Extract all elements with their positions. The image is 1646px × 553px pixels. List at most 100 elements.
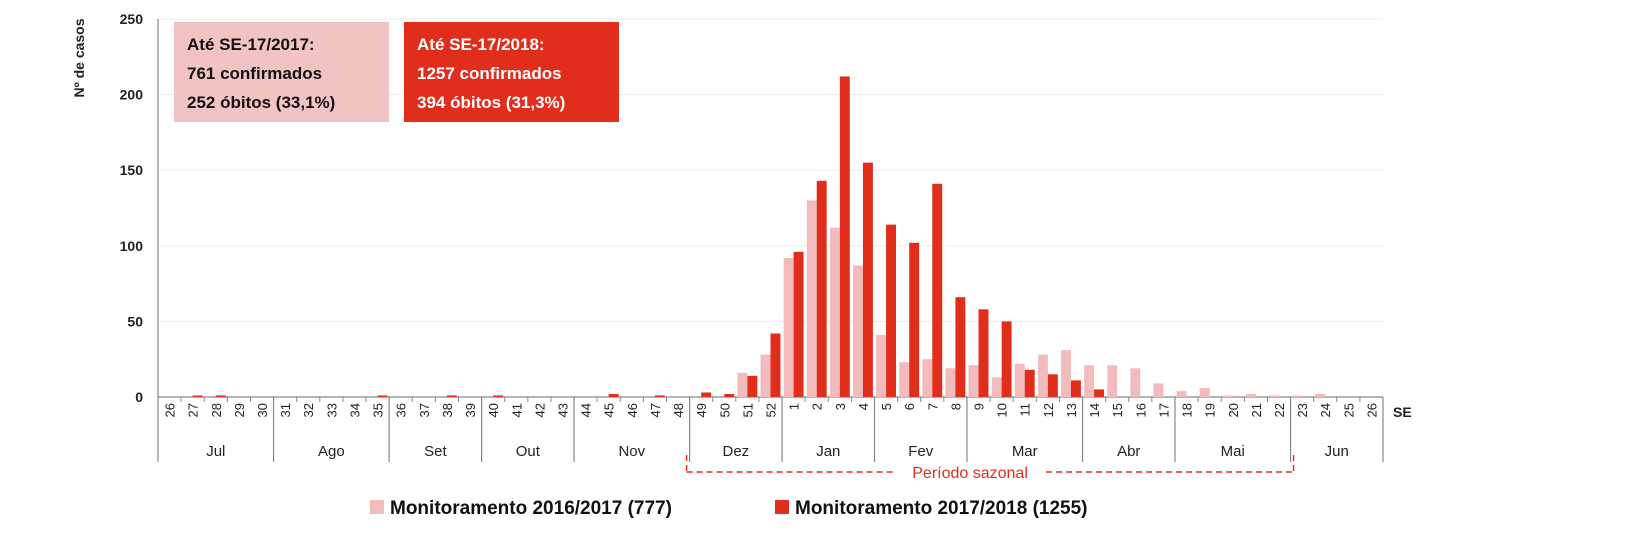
bar-2017-2018-40 (1094, 389, 1105, 397)
bar-2016-2017-48 (1269, 395, 1279, 397)
annotation-text-box2018-1: 1257 confirmados (417, 64, 562, 83)
bar-2017-2018-14 (493, 395, 504, 397)
x-tick-label-52: 26 (1364, 403, 1379, 417)
bar-2017-2018-32 (909, 242, 920, 397)
x-tick-label-34: 8 (948, 403, 963, 410)
month-label-Nov: Nov (618, 443, 645, 460)
bar-2016-2017-41 (1107, 365, 1118, 397)
x-tick-label-47: 21 (1249, 403, 1264, 417)
bar-2017-2018-23 (701, 392, 712, 397)
bar-2017-2018-26 (770, 333, 781, 397)
x-tick-label-27: 1 (787, 403, 802, 410)
x-tick-label-40: 14 (1087, 403, 1102, 417)
annotation-text-box2017-1: 761 confirmados (187, 64, 322, 83)
y-tick-label-200: 200 (120, 87, 144, 103)
bar-2016-2017-50 (1315, 393, 1326, 397)
month-label-Abr: Abr (1117, 443, 1140, 460)
x-tick-label-44: 18 (1180, 403, 1195, 417)
month-label-Jun: Jun (1325, 443, 1349, 460)
bar-2017-2018-12 (446, 395, 457, 397)
y-tick-label-150: 150 (120, 162, 144, 178)
month-label-Jul: Jul (206, 443, 225, 460)
bar-2016-2017-46 (1222, 395, 1233, 397)
bar-2016-2017-45 (1199, 387, 1210, 397)
x-tick-label-10: 36 (394, 403, 409, 417)
x-tick-label-23: 49 (694, 403, 709, 417)
x-tick-label-33: 7 (925, 403, 940, 410)
bar-2017-2018-21 (654, 395, 665, 397)
bar-2016-2017-31 (876, 335, 887, 397)
bar-2016-2017-29 (829, 227, 840, 397)
bar-2016-2017-43 (1153, 383, 1164, 397)
x-tick-label-20: 46 (625, 403, 640, 417)
bar-2017-2018-34 (955, 297, 966, 397)
legend-swatch-0 (370, 500, 384, 514)
month-label-Jan: Jan (816, 443, 840, 460)
bar-2016-2017-36 (991, 377, 1002, 397)
x-tick-label-25: 51 (740, 403, 755, 417)
month-label-Mai: Mai (1221, 443, 1245, 460)
x-tick-label-37: 11 (1018, 403, 1033, 417)
x-tick-label-26: 52 (764, 403, 779, 417)
x-tick-label-46: 20 (1226, 403, 1241, 417)
x-tick-label-29: 3 (833, 403, 848, 410)
y-axis-label: Nº de casos (71, 18, 87, 97)
x-tick-label-41: 15 (1110, 403, 1125, 417)
x-tick-label-49: 23 (1295, 403, 1310, 417)
y-tick-label-0: 0 (135, 389, 143, 405)
x-tick-label-50: 24 (1318, 403, 1333, 417)
bar-2016-2017-39 (1061, 350, 1071, 397)
seasonal-period-label: Período sazonal (912, 465, 1028, 482)
bar-2017-2018-1 (192, 395, 203, 397)
annotation-box-box2018 (404, 22, 619, 122)
x-tick-label-6: 32 (301, 403, 316, 417)
bar-2016-2017-30 (853, 265, 863, 397)
bar-2017-2018-38 (1047, 374, 1058, 397)
x-tick-label-0: 26 (163, 403, 178, 417)
month-label-Dez: Dez (722, 443, 749, 460)
x-tick-label-21: 47 (648, 403, 663, 417)
bar-2016-2017-33 (922, 359, 933, 397)
x-tick-label-48: 22 (1272, 403, 1287, 417)
x-tick-label-5: 31 (278, 403, 293, 417)
bar-2016-2017-27 (783, 257, 794, 397)
bar-2017-2018-24 (724, 393, 735, 397)
bar-2016-2017-47 (1245, 393, 1256, 397)
bar-2017-2018-9 (377, 395, 388, 397)
bar-2016-2017-44 (1176, 390, 1187, 397)
bar-2017-2018-31 (886, 224, 897, 397)
annotation-text-box2018-2: 394 óbitos (31,3%) (417, 93, 565, 112)
x-axis-label: SE (1393, 404, 1412, 420)
x-tick-label-18: 44 (579, 403, 594, 417)
bar-2017-2018-19 (608, 393, 619, 397)
bar-2016-2017-40 (1084, 365, 1095, 397)
x-tick-label-38: 12 (1041, 403, 1056, 417)
bar-2016-2017-38 (1037, 354, 1048, 397)
bar-2017-2018-2 (215, 395, 226, 397)
x-tick-label-8: 34 (347, 403, 362, 417)
x-tick-label-45: 19 (1203, 403, 1218, 417)
month-label-Set: Set (424, 443, 447, 460)
bar-2016-2017-37 (1014, 363, 1025, 397)
x-tick-label-19: 45 (602, 403, 617, 417)
bar-2017-2018-27 (793, 251, 804, 397)
bar-2016-2017-28 (806, 200, 817, 397)
bar-2017-2018-25 (747, 375, 758, 397)
legend-label-0: Monitoramento 2016/2017 (777) (390, 498, 672, 519)
x-tick-label-15: 41 (509, 403, 524, 417)
bar-2016-2017-49 (1292, 395, 1303, 397)
annotation-text-box2017-2: 252 óbitos (33,1%) (187, 93, 335, 112)
x-tick-label-11: 37 (417, 403, 432, 417)
bar-2017-2018-35 (978, 309, 989, 397)
bar-2017-2018-36 (1001, 321, 1012, 397)
x-tick-label-12: 38 (440, 403, 455, 417)
x-tick-label-22: 48 (671, 403, 686, 417)
x-tick-label-43: 17 (1156, 403, 1171, 417)
bar-2016-2017-25 (737, 372, 748, 397)
legend-swatch-1 (775, 500, 789, 514)
month-label-Fev: Fev (908, 443, 934, 460)
x-tick-label-35: 9 (972, 403, 987, 410)
y-tick-label-50: 50 (127, 313, 143, 329)
bar-2017-2018-37 (1024, 369, 1035, 397)
month-label-Out: Out (516, 443, 541, 460)
